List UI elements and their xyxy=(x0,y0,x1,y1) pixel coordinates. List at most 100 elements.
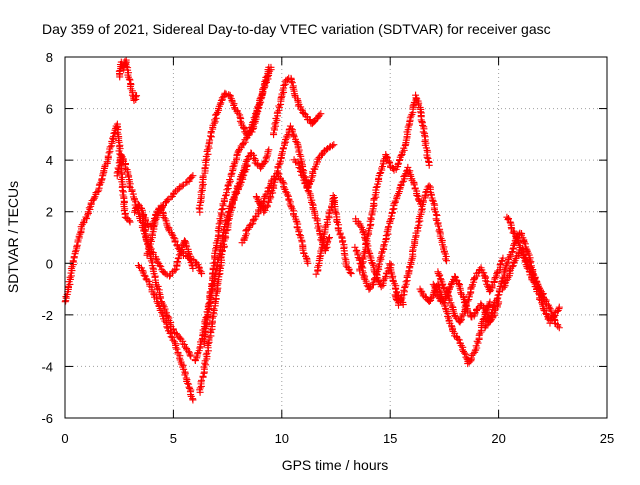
data-point-plus xyxy=(197,268,205,276)
y-tick-label: -6 xyxy=(41,411,53,426)
data-point-plus xyxy=(451,272,459,280)
y-axis-label: SDTVAR / TECUs xyxy=(5,181,21,293)
data-point-plus xyxy=(213,110,221,118)
data-point-plus xyxy=(73,242,81,250)
data-point-plus xyxy=(295,164,303,172)
data-point-plus xyxy=(269,129,277,137)
data-point-plus xyxy=(394,160,402,168)
data-point-plus xyxy=(241,128,249,136)
data-point-plus xyxy=(393,193,401,201)
data-point-plus xyxy=(491,273,499,281)
data-point-plus xyxy=(274,108,282,116)
data-point-plus xyxy=(282,136,290,144)
data-point-plus xyxy=(222,192,230,200)
data-point-plus xyxy=(430,282,438,290)
data-point-plus xyxy=(331,207,339,215)
data-point-plus xyxy=(86,205,94,213)
data-point-plus xyxy=(198,270,206,278)
data-point-plus xyxy=(427,191,435,199)
data-point-plus xyxy=(380,156,388,164)
data-point-plus xyxy=(115,159,123,167)
data-point-plus xyxy=(193,259,201,267)
data-point-plus xyxy=(228,98,236,106)
data-point-plus xyxy=(221,89,229,97)
data-point-plus xyxy=(376,257,384,265)
data-point-plus xyxy=(522,255,530,263)
data-point-plus xyxy=(510,258,518,266)
data-point-plus xyxy=(254,105,262,113)
data-point-plus xyxy=(443,257,451,265)
data-points xyxy=(61,56,563,404)
data-point-plus xyxy=(289,84,297,92)
data-point-plus xyxy=(167,229,175,237)
data-point-plus xyxy=(169,336,177,344)
data-point-plus xyxy=(506,218,514,226)
data-point-plus xyxy=(423,153,431,161)
data-point-plus xyxy=(210,259,218,267)
data-point-plus xyxy=(110,129,118,137)
data-point-plus xyxy=(415,196,423,204)
data-point-plus xyxy=(359,254,367,262)
data-point-plus xyxy=(170,234,178,242)
data-point-plus xyxy=(99,170,107,178)
data-point-plus xyxy=(125,217,133,225)
data-point-plus xyxy=(70,253,78,261)
data-point-plus xyxy=(188,173,196,181)
data-point-plus xyxy=(332,209,340,217)
data-point-plus xyxy=(266,192,274,200)
data-point-plus xyxy=(297,105,305,113)
data-point-plus xyxy=(425,182,433,190)
data-point-plus xyxy=(444,291,452,299)
data-point-plus xyxy=(380,276,388,284)
data-point-plus xyxy=(155,289,163,297)
data-point-plus xyxy=(385,223,393,231)
data-point-plus xyxy=(122,62,130,70)
data-point-plus xyxy=(208,320,216,328)
data-point-plus xyxy=(262,73,270,81)
data-point-plus xyxy=(131,208,139,216)
data-point-plus xyxy=(386,159,394,167)
data-point-plus xyxy=(105,149,113,157)
data-point-plus xyxy=(157,294,165,302)
data-point-plus xyxy=(464,297,472,305)
data-point-plus xyxy=(396,295,404,303)
data-point-plus xyxy=(242,166,250,174)
data-point-plus xyxy=(198,376,206,384)
data-point-plus xyxy=(376,254,384,262)
data-point-plus xyxy=(509,245,517,253)
data-point-plus xyxy=(363,232,371,240)
data-point-plus xyxy=(548,310,556,318)
data-point-plus xyxy=(330,141,338,149)
data-point-plus xyxy=(173,345,181,353)
data-point-plus xyxy=(206,132,214,140)
data-point-plus xyxy=(510,240,518,248)
data-point-plus xyxy=(256,99,264,107)
data-point-plus xyxy=(178,360,186,368)
data-point-plus xyxy=(203,146,211,154)
data-point-plus xyxy=(275,160,283,168)
data-point-plus xyxy=(360,249,368,257)
x-axis-label: GPS time / hours xyxy=(282,457,389,473)
data-point-plus xyxy=(434,222,442,230)
data-point-plus xyxy=(355,256,363,264)
data-point-plus xyxy=(421,131,429,139)
data-point-plus xyxy=(347,270,355,278)
data-point-plus xyxy=(235,183,243,191)
data-point-plus xyxy=(307,178,315,186)
data-point-plus xyxy=(206,288,214,296)
data-point-plus xyxy=(486,288,494,296)
data-point-plus xyxy=(253,109,261,117)
data-point-plus xyxy=(362,240,370,248)
x-tick-label: 25 xyxy=(600,431,614,446)
data-point-plus xyxy=(536,284,544,292)
data-point-plus xyxy=(542,309,550,317)
data-point-plus xyxy=(189,396,197,404)
data-point-plus xyxy=(173,258,181,266)
data-point-plus xyxy=(351,243,359,251)
data-point-plus xyxy=(308,173,316,181)
data-point-plus xyxy=(538,299,546,307)
data-point-plus xyxy=(146,253,154,261)
data-point-plus xyxy=(486,298,494,306)
y-tick-label: 8 xyxy=(46,50,53,65)
